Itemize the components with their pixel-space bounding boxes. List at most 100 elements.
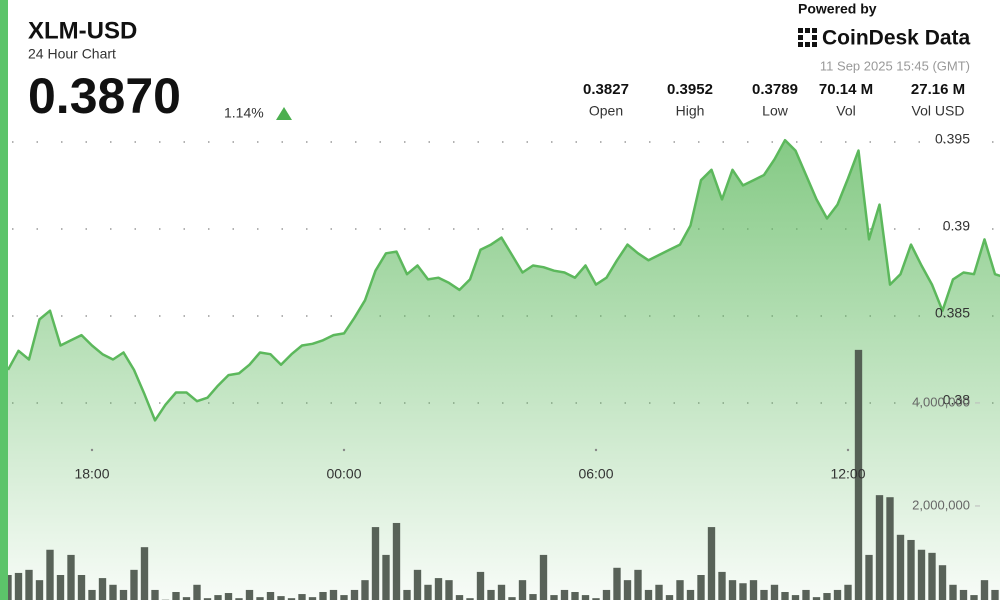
volume-bar xyxy=(613,567,621,600)
volume-bar xyxy=(529,594,537,600)
x-tick-label: 12:00 xyxy=(830,466,865,482)
volume-bar xyxy=(25,569,33,600)
x-tick-label: 06:00 xyxy=(578,466,613,482)
volume-bar xyxy=(970,595,978,600)
y-tick-label: 0.38 xyxy=(943,392,970,408)
volume-bar xyxy=(508,597,516,600)
volume-bar xyxy=(844,584,852,600)
volume-bar xyxy=(854,349,863,600)
powered-by: Powered by xyxy=(798,1,877,17)
stat-value: 0.3789 xyxy=(752,81,798,98)
volume-bar xyxy=(455,595,464,600)
volume-bar xyxy=(266,591,275,600)
volume-bar xyxy=(560,589,569,600)
stat-value: 0.3952 xyxy=(667,81,713,98)
x-tick xyxy=(342,448,346,452)
volume-bar xyxy=(739,583,747,600)
volume-bar xyxy=(760,589,768,600)
volume-bar xyxy=(329,589,338,600)
stat-value: 0.3827 xyxy=(583,81,629,98)
stat-label: Low xyxy=(762,103,789,119)
stat-label: High xyxy=(676,103,705,119)
volume-bar xyxy=(35,580,44,600)
volume-bar xyxy=(340,595,348,600)
volume-bar xyxy=(424,584,432,600)
subtitle: 24 Hour Chart xyxy=(28,46,116,62)
volume-bar xyxy=(812,597,821,600)
volume-bar xyxy=(476,571,485,600)
volume-bar xyxy=(623,580,632,600)
volume-bar xyxy=(907,539,915,600)
volume-bar xyxy=(875,495,884,600)
accent-bar xyxy=(0,0,8,600)
brand: CoinDesk Data xyxy=(822,27,971,50)
timestamp: 11 Sep 2025 15:45 (GMT) xyxy=(820,58,970,73)
volume-bar xyxy=(802,589,810,600)
x-tick xyxy=(90,448,94,452)
volume-bar xyxy=(319,591,327,600)
x-tick-label: 18:00 xyxy=(74,466,109,482)
price-line xyxy=(8,138,1000,422)
volume-bar xyxy=(676,580,684,600)
volume-bar xyxy=(88,589,96,600)
volume-bar xyxy=(466,598,474,600)
volume-bar xyxy=(140,547,149,600)
volume-bar xyxy=(98,578,107,600)
volume-bar xyxy=(791,595,800,600)
volume-bar xyxy=(497,584,506,600)
volume-bar xyxy=(728,580,737,600)
volume-bar xyxy=(193,584,201,600)
stat-label: Vol xyxy=(836,103,855,119)
volume-bar xyxy=(119,589,128,600)
volume-bar xyxy=(287,598,296,600)
y-tick-label: 0.39 xyxy=(943,218,970,234)
volume-bar xyxy=(602,589,611,600)
volume-bar xyxy=(245,589,254,600)
volume-bar xyxy=(371,527,380,600)
volume-bar xyxy=(718,571,726,600)
volume-bar xyxy=(487,589,495,600)
volume-bar xyxy=(896,534,905,600)
logo-icon xyxy=(798,28,817,47)
volume-bar xyxy=(655,584,663,600)
volume-bar xyxy=(833,589,842,600)
volume-bar xyxy=(550,595,558,600)
volume-bar xyxy=(130,569,138,600)
volume-bar xyxy=(235,598,243,600)
volume-bar xyxy=(823,593,831,600)
volume-bar xyxy=(67,554,75,600)
x-tick-label: 00:00 xyxy=(326,466,361,482)
stat-value: 70.14 M xyxy=(819,81,873,98)
volume-bar xyxy=(151,589,159,600)
volume-bar xyxy=(991,589,999,600)
volume-bar xyxy=(77,574,86,600)
volume-bar xyxy=(770,584,779,600)
change: 1.14% xyxy=(224,105,264,121)
volume-bar xyxy=(644,589,653,600)
symbol: XLM-USD xyxy=(28,17,137,44)
stat-label: Open xyxy=(589,103,623,119)
volume-bar xyxy=(571,591,579,600)
volume-bar xyxy=(203,598,212,600)
volume-bar xyxy=(224,593,233,600)
volume-bar xyxy=(949,584,957,600)
volume-bar xyxy=(865,554,873,600)
volume-bar xyxy=(109,584,117,600)
stats: 0.3827 Open 0.3952 High 0.3789 Low 70.14 M Vol 2… xyxy=(583,81,965,119)
x-tick xyxy=(594,448,598,452)
volume-bar xyxy=(172,591,180,600)
volume-bar xyxy=(214,595,222,600)
volume-bar xyxy=(581,595,590,600)
volume-bar xyxy=(403,589,411,600)
volume-bar xyxy=(707,527,716,600)
volume-bar xyxy=(781,591,789,600)
volume-bar xyxy=(928,552,936,600)
volume-bar xyxy=(350,589,359,600)
volume-bar xyxy=(686,589,695,600)
stat-value: 27.16 M xyxy=(911,81,965,98)
volume-bar xyxy=(938,565,947,600)
y-tick-label: 0.395 xyxy=(935,131,970,147)
volume-bar xyxy=(445,580,453,600)
volume-bar xyxy=(749,580,758,600)
price: 0.3870 xyxy=(28,68,181,124)
